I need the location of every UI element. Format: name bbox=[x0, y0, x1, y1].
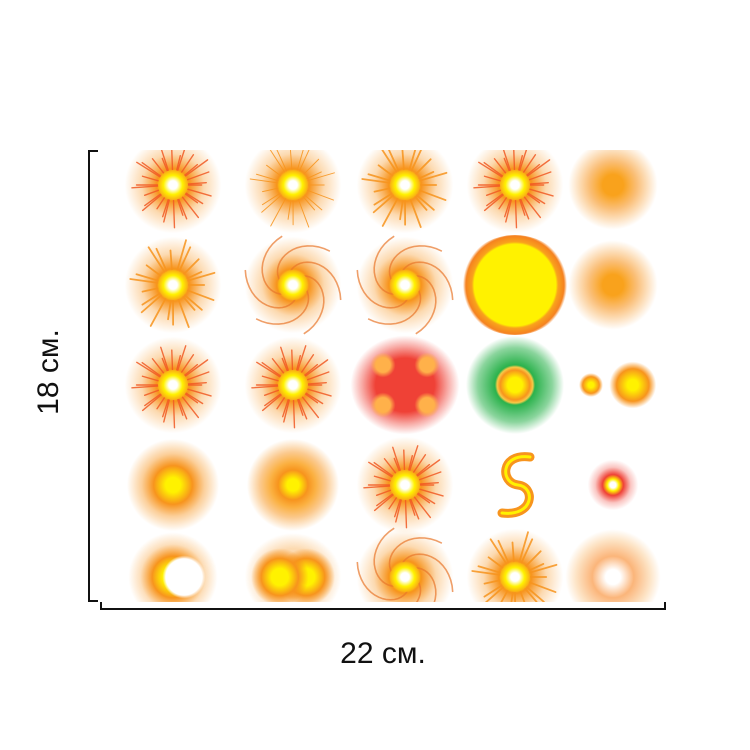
double-glow-icon bbox=[238, 527, 348, 602]
spiky-star-icon bbox=[350, 150, 460, 235]
red-quad-glow-icon bbox=[350, 335, 460, 435]
crescent-icon bbox=[118, 527, 228, 602]
jagged-burst-icon bbox=[118, 335, 228, 435]
soft-glow-icon bbox=[558, 235, 666, 335]
ring-sun-icon bbox=[460, 235, 570, 335]
green-orb-icon bbox=[460, 335, 570, 435]
fractal-icon bbox=[558, 335, 666, 435]
pale-glow-icon bbox=[558, 527, 666, 602]
width-label: 22 см. bbox=[340, 637, 426, 670]
burst-splash-icon bbox=[118, 150, 228, 235]
swirl-sun-icon bbox=[350, 235, 460, 335]
sparkle-dot-icon bbox=[558, 435, 666, 535]
flame-burst-icon bbox=[460, 150, 570, 235]
jagged-burst-icon bbox=[350, 435, 460, 535]
flower-glow-icon bbox=[238, 435, 348, 535]
s-swirl-icon bbox=[460, 435, 570, 535]
height-bracket bbox=[88, 150, 98, 602]
grid-glow-icon bbox=[118, 435, 228, 535]
glow-cloud-icon bbox=[558, 150, 666, 235]
swirl-sun-icon bbox=[238, 235, 348, 335]
jagged-burst-icon bbox=[238, 335, 348, 435]
width-bracket bbox=[100, 600, 666, 610]
sticker-sheet bbox=[100, 150, 666, 602]
thin-star-icon bbox=[238, 150, 348, 235]
sticker-grid bbox=[100, 150, 666, 602]
swirl-sun-icon bbox=[350, 527, 460, 602]
height-label: 18 см. bbox=[32, 329, 65, 415]
spiky-star-icon bbox=[460, 527, 570, 602]
spiky-star-icon bbox=[118, 235, 228, 335]
